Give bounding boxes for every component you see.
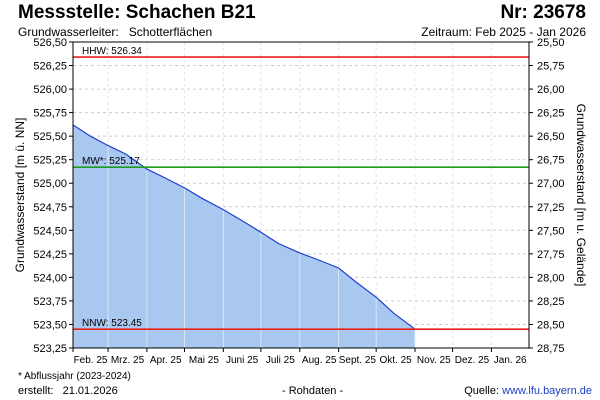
aquifer-value: Schotterflächen — [128, 25, 213, 39]
y-axis-right: 28,75 28,50 28,25 28,00 27,75 27,50 27,25 27,00… — [529, 37, 565, 355]
footnote: * Abflussjahr (2023-2024) — [18, 371, 131, 382]
aquifer-line: Grundwasserleiter: Schotterflächen — [18, 25, 212, 39]
y2-tick-label: 27,50 — [537, 225, 565, 237]
y2-tick-label: 26,50 — [537, 131, 565, 143]
source-line: Quelle: www.lfu.bayern.de — [464, 385, 592, 397]
y2-tick-label: 27,25 — [537, 202, 565, 214]
x-tick-label: Jan. 26 — [494, 355, 527, 366]
y2-axis-label: Grundwasserstand [m u. Gelände] — [574, 104, 588, 287]
x-tick-label: Dez. 25 — [455, 355, 490, 366]
y-axis-label: Grundwasserstand [m ü. NN] — [13, 118, 27, 273]
y-tick-label: 526,25 — [33, 61, 67, 73]
hhw-label: HHW: 526.34 — [82, 46, 142, 57]
nnw-label: NNW: 523.45 — [82, 318, 142, 329]
y-tick-label: 525,25 — [33, 155, 67, 167]
y2-tick-label: 28,00 — [537, 272, 565, 284]
created-value: 21.01.2026 — [62, 385, 118, 397]
x-tick-label: Nov. 25 — [417, 355, 451, 366]
y-tick-label: 523,50 — [33, 319, 67, 331]
y-tick-label: 524,25 — [33, 249, 67, 261]
y-tick-label: 523,75 — [33, 296, 67, 308]
created-label: erstellt: — [18, 385, 54, 397]
y-tick-label: 524,75 — [33, 202, 67, 214]
y2-tick-label: 26,75 — [537, 155, 565, 167]
fill-grid-layer — [107, 42, 492, 348]
source-label: Quelle: — [464, 385, 500, 397]
y2-tick-label: 25,50 — [537, 37, 565, 49]
x-tick-label: Feb. 25 — [74, 355, 108, 366]
station-title: Messstelle: Schachen B21 — [18, 2, 256, 23]
x-tick-label: Juli 25 — [266, 355, 295, 366]
y2-tick-label: 28,25 — [537, 296, 565, 308]
y-tick-label: 526,50 — [33, 37, 67, 49]
y2-tick-label: 28,50 — [537, 319, 565, 331]
aquifer-label: Grundwasserleiter: — [18, 25, 119, 39]
x-tick-label: Mrz. 25 — [111, 355, 145, 366]
series-area — [73, 124, 415, 349]
y-axis-left: 523,25 523,50 523,75 524,00 524,25 524,50 524,… — [33, 37, 73, 355]
y-tick-label: 525,75 — [33, 108, 67, 120]
y-tick-label: 525,00 — [33, 178, 67, 190]
plot-frame — [72, 41, 530, 349]
y2-tick-label: 28,75 — [537, 343, 565, 355]
y2-tick-label: 26,25 — [537, 108, 565, 120]
source-link[interactable]: www.lfu.bayern.de — [502, 385, 592, 397]
created-line: erstellt: 21.01.2026 — [18, 385, 118, 397]
x-tick-label: Aug. 25 — [302, 355, 337, 366]
raw-data-note: - Rohdaten - — [282, 385, 344, 397]
x-tick-label: Apr. 25 — [150, 355, 182, 366]
x-tick-label: Sept. 25 — [339, 355, 377, 366]
y-tick-label: 525,50 — [33, 131, 67, 143]
series-line — [72, 124, 416, 330]
period-label: Zeitraum: Feb 2025 - Jan 2026 — [421, 25, 586, 39]
y-tick-label: 524,50 — [33, 225, 67, 237]
station-number: Nr: 23678 — [500, 2, 586, 23]
reference-lines: HHW: 526.34 MW*: 525.17 NNW: 523.45 — [73, 46, 529, 330]
x-tick-label: Mai 25 — [189, 355, 219, 366]
y-tick-label: 524,00 — [33, 272, 67, 284]
x-tick-label: Okt. 25 — [379, 355, 412, 366]
x-axis: Feb. 25 Mrz. 25 Apr. 25 Mai 25 Juni 25 Juli 2… — [72, 348, 527, 366]
y2-tick-label: 27,00 — [537, 178, 565, 190]
y2-tick-label: 27,75 — [537, 249, 565, 261]
mw-label: MW*: 525.17 — [82, 156, 140, 167]
y2-tick-label: 25,75 — [537, 61, 565, 73]
x-tick-label: Juni 25 — [226, 355, 259, 366]
y-tick-label: 526,00 — [33, 84, 67, 96]
y2-tick-label: 26,00 — [537, 84, 565, 96]
y-tick-label: 523,25 — [33, 343, 67, 355]
